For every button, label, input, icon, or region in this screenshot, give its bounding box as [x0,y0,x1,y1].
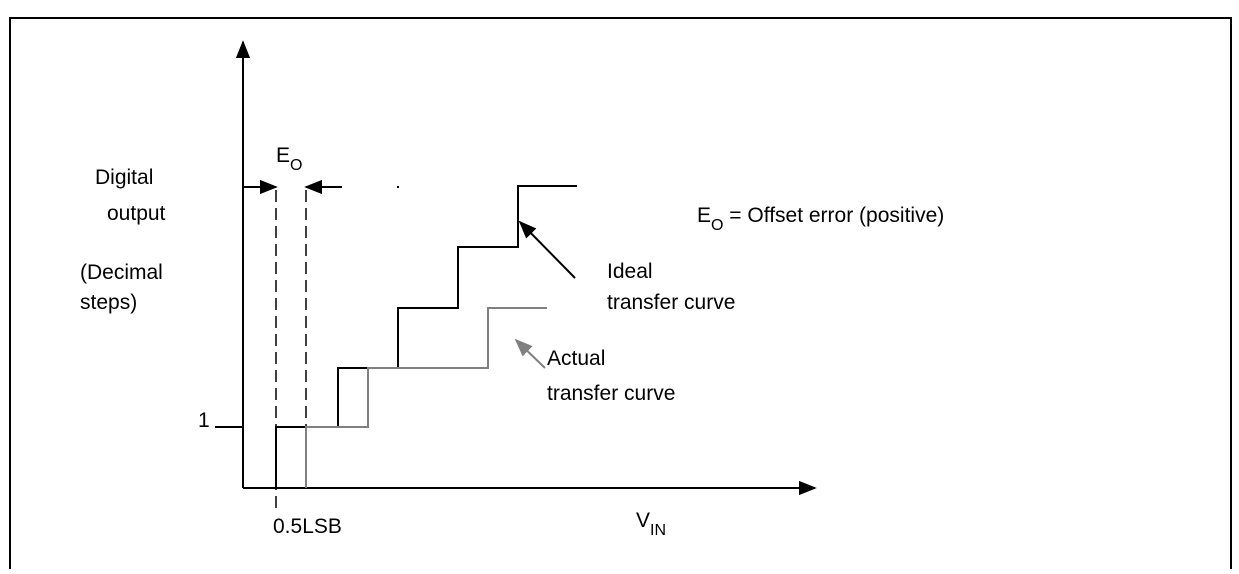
y-label: output [107,202,166,225]
symbol: V [636,509,650,532]
subscript: O [711,217,723,234]
actual-pointer [514,338,546,369]
y-label: Digital [95,166,153,189]
actual-label: Actual [547,347,605,370]
legend: EO = Offset error (positive) [697,204,944,234]
y-label: (Decimal [80,261,163,284]
symbol: E [697,204,711,227]
subscript: O [290,157,302,174]
dot [397,186,399,188]
legend-text: = Offset error (positive) [723,204,944,227]
ideal-label: Ideal [607,260,653,283]
ideal-curve [275,185,577,488]
ideal-pointer [518,220,576,279]
offset-label: EO [276,144,302,174]
actual-label: transfer curve [547,382,675,405]
tick-label: 1 [198,409,210,432]
symbol: E [276,144,290,167]
y-label: steps) [80,291,137,314]
ideal-label: transfer curve [607,291,735,314]
actual-curve [305,307,547,488]
subscript: IN [650,522,666,539]
x-label: VIN [636,509,666,539]
lsb-label: 0.5LSB [273,515,342,538]
frame [9,17,1232,574]
